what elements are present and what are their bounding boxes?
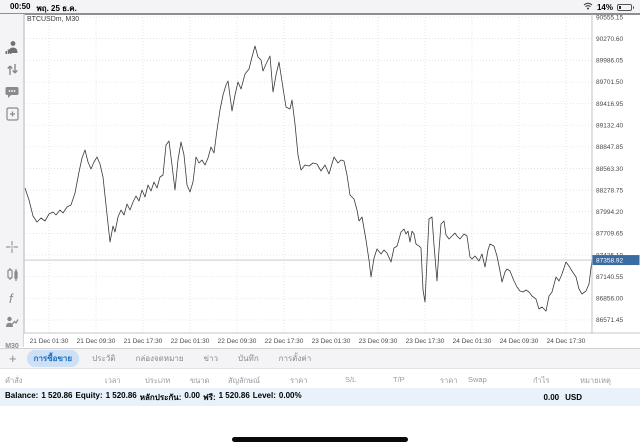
quotes-icon[interactable] (4, 39, 20, 55)
price-axis-label: 86856.00 (596, 296, 623, 303)
price-axis-label: 89701.50 (596, 79, 623, 86)
price-axis-label: 87140.55 (596, 274, 623, 281)
chart-symbol-label: BTCUSDm, M30 (27, 16, 80, 23)
new-order-icon[interactable] (4, 106, 20, 122)
time-axis-label: 21 Dec 09:30 (77, 338, 116, 345)
tab-history[interactable]: ประวัติ (92, 354, 116, 363)
time-axis-label: 23 Dec 17:30 (406, 338, 445, 345)
chat-icon[interactable] (4, 84, 20, 100)
profit-total: 0.00 (543, 393, 560, 402)
time-axis-label: 22 Dec 09:30 (218, 338, 257, 345)
price-axis-label: 90270.60 (596, 36, 623, 43)
price-axis-label: 88847.85 (596, 144, 623, 151)
price-chart[interactable]: BTCUSDm, M30 21 Dec 01:30 21 Dec 09:30 21 … (24, 14, 640, 348)
time-axis-label: 22 Dec 17:30 (265, 338, 304, 345)
tab-list: การซื้อขาย ประวัติ กล่องจดหมาย ข่าว บันท… (26, 350, 319, 367)
chart-canvas[interactable]: 21 Dec 01:30 21 Dec 09:30 21 Dec 17:30 22 D… (24, 14, 640, 348)
tab-news[interactable]: ข่าว (203, 354, 218, 363)
balance-label: Balance: (5, 390, 39, 400)
current-price-badge (592, 255, 640, 266)
tab-trade[interactable]: การซื้อขาย (26, 350, 80, 367)
col-order: คำสั่ง (5, 376, 23, 385)
col-symbol: สัญลักษณ์ (228, 376, 261, 385)
margin-label: หลักประกัน: (139, 392, 182, 402)
time-axis-label: 21 Dec 01:30 (30, 338, 69, 345)
objects-icon[interactable]: f (4, 290, 20, 306)
battery-icon (617, 3, 634, 11)
status-date: พฤ. 25 ธ.ค. (36, 4, 77, 13)
level-label: Level: (252, 390, 276, 400)
time-axis-label: 23 Dec 01:30 (312, 338, 351, 345)
status-bar: 00:50 พฤ. 25 ธ.ค. 14% (0, 0, 640, 14)
bottom-tab-bar: + การซื้อขาย ประวัติ กล่องจดหมาย ข่าว บั… (0, 348, 640, 368)
col-price-open: ราคา (290, 376, 308, 385)
level-value: 0.00% (278, 390, 302, 400)
equity-label: Equity: (75, 390, 103, 400)
sidebar-toolbar: f M30 (0, 14, 24, 350)
tab-journal[interactable]: บันทึก (238, 354, 259, 363)
time-axis-label: 23 Dec 09:30 (359, 338, 398, 345)
free-margin-value: 1 520.86 (218, 390, 250, 400)
add-order-button[interactable]: + (9, 351, 17, 366)
timeframe-button[interactable]: M30 (5, 343, 19, 350)
wifi-icon (583, 2, 593, 12)
price-line-series (24, 45, 593, 312)
analytics-icon[interactable] (4, 314, 20, 330)
price-axis-label: 90555.15 (596, 14, 623, 21)
price-axis-label: 86571.45 (596, 317, 623, 324)
col-swap: Swap (468, 375, 487, 384)
account-summary-row: Balance: 1 520.86 Equity: 1 520.86 หลักป… (0, 388, 640, 406)
tab-mailbox[interactable]: กล่องจดหมาย (135, 354, 184, 363)
col-profit: กำไร (533, 376, 550, 385)
price-axis-label: 87994.20 (596, 209, 623, 216)
home-indicator[interactable] (232, 437, 408, 442)
margin-value: 0.00 (184, 390, 200, 400)
time-axis-label: 24 Dec 09:30 (500, 338, 539, 345)
price-axis-label: 88563.30 (596, 166, 623, 173)
time-axis-label: 24 Dec 17:30 (547, 338, 586, 345)
col-comment: หมายเหตุ (580, 376, 611, 385)
crosshair-icon[interactable] (4, 239, 20, 255)
tab-settings[interactable]: การตั้งค่า (278, 354, 312, 363)
price-axis-label: 89132.40 (596, 122, 623, 129)
time-axis-label: 22 Dec 01:30 (171, 338, 210, 345)
col-price-current: ราคา (440, 376, 458, 385)
svg-text:f: f (9, 291, 14, 306)
trade-arrows-icon[interactable] (4, 61, 20, 77)
profit-currency: USD (565, 393, 582, 402)
col-type: ประเภท (145, 376, 171, 385)
price-axis-label: 88278.75 (596, 187, 623, 194)
free-margin-label: ฟรี: (203, 392, 216, 402)
status-time: 00:50 (10, 2, 31, 11)
col-time: เวลา (105, 376, 121, 385)
col-tp: T/P (393, 375, 405, 384)
equity-value: 1 520.86 (105, 390, 137, 400)
time-axis-label: 24 Dec 01:30 (453, 338, 492, 345)
balance-value: 1 520.86 (41, 390, 73, 400)
col-sl: S/L (345, 375, 357, 384)
current-price-value: 87358.92 (596, 257, 623, 264)
trade-table-header: คำสั่ง เวลา ประเภท ขนาด สัญลักษณ์ ราคา S… (0, 368, 640, 388)
col-volume: ขนาด (190, 376, 210, 385)
time-axis-label: 21 Dec 17:30 (124, 338, 163, 345)
price-axis-label: 89416.95 (596, 101, 623, 108)
price-axis-label: 87709.65 (596, 231, 623, 238)
price-axis-label: 89986.05 (596, 58, 623, 65)
indicators-icon[interactable] (4, 266, 20, 282)
battery-percent: 14% (596, 2, 613, 12)
